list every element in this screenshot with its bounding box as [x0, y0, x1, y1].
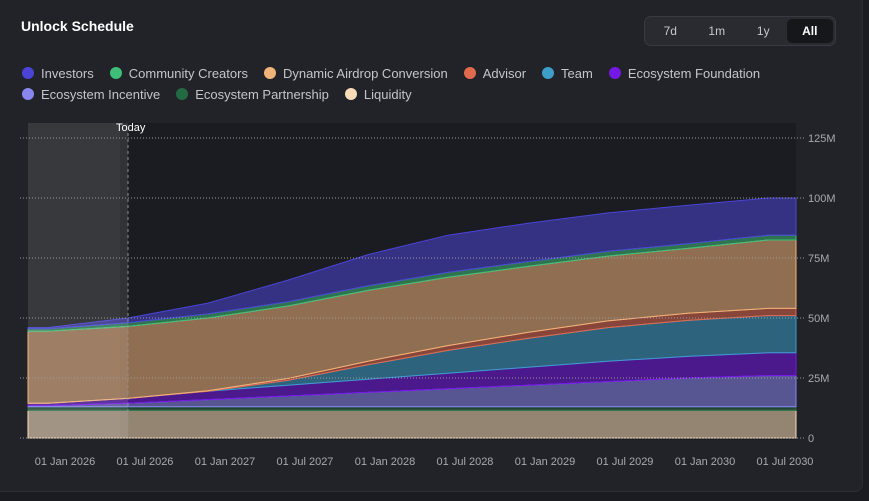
legend-item-ecosystem-incentive[interactable]: Ecosystem Incentive — [22, 87, 160, 102]
legend-label-investors: Investors — [41, 65, 94, 81]
x-axis-tick-labels: 01 Jan 2026 01 Jul 2026 01 Jan 2027 01 Jul … — [35, 456, 814, 468]
area-investors[interactable] — [27, 197, 797, 330]
legend-label-team: Team — [561, 65, 593, 81]
unlock-area-chart[interactable]: 0 25M 50M 75M 100M 125M 01 Jan 2026 01 Jul 202… — [0, 115, 862, 485]
dynamic-airdrop-color-dot-icon — [263, 67, 276, 79]
y-tick-label: 100M — [808, 193, 836, 205]
community-creators-color-dot-icon — [109, 67, 122, 79]
x-tick-label: 01 Jan 2026 — [35, 456, 96, 468]
legend-label-ecosystem-partnership: Ecosystem Partnership — [195, 86, 329, 102]
legend-label-community-creators: Community Creators — [128, 65, 248, 81]
x-tick-label: 01 Jan 2027 — [195, 456, 256, 468]
legend-label-advisor: Advisor — [482, 65, 527, 81]
x-tick-label: 01 Jul 2026 — [117, 456, 174, 468]
liquidity-color-dot-icon — [344, 88, 357, 100]
legend-item-liquidity[interactable]: Liquidity — [344, 86, 412, 102]
legend-item-team[interactable]: Team — [542, 66, 593, 81]
area-liquidity[interactable] — [27, 409, 797, 439]
chart-legend: Investors Community Creators Dynamic Air… — [22, 63, 842, 105]
legend-label-ecosystem-foundation: Ecosystem Foundation — [627, 65, 761, 81]
legend-item-investors[interactable]: Investors — [22, 66, 94, 81]
legend-row-2: Ecosystem Incentive Ecosystem Partnershi… — [22, 84, 842, 104]
y-tick-label: 50M — [808, 313, 829, 325]
today-marker-label: Today — [116, 122, 146, 134]
past-region-highlight — [28, 123, 128, 438]
y-tick-label: 125M — [808, 133, 836, 145]
range-1y-button[interactable]: 1y — [756, 24, 770, 38]
chart-title: Unlock Schedule — [21, 18, 134, 34]
unlock-schedule-card: Unlock Schedule 7d 1m 1y All Investors C… — [0, 0, 863, 492]
legend-label-liquidity: Liquidity — [363, 86, 412, 102]
range-1m-button[interactable]: 1m — [708, 24, 726, 38]
chart-areas — [27, 123, 797, 439]
legend-item-ecosystem-partnership[interactable]: Ecosystem Partnership — [176, 87, 329, 102]
x-tick-label: 01 Jul 2028 — [437, 456, 494, 468]
legend-label-dynamic-airdrop: Dynamic Airdrop Conversion — [282, 65, 448, 81]
range-7d-button[interactable]: 7d — [663, 24, 677, 38]
y-tick-label: 25M — [808, 373, 829, 385]
y-tick-label: 0 — [808, 433, 814, 445]
y-tick-label: 75M — [808, 253, 829, 265]
range-all-button[interactable]: All — [786, 19, 833, 43]
legend-item-community-creators[interactable]: Community Creators — [109, 65, 248, 81]
chart-gridlines — [20, 137, 806, 439]
legend-item-ecosystem-foundation[interactable]: Ecosystem Foundation — [608, 65, 761, 81]
x-tick-label: 01 Jul 2027 — [277, 456, 334, 468]
ecosystem-incentive-color-dot-icon — [22, 88, 34, 100]
ecosystem-partnership-color-dot-icon — [176, 88, 189, 100]
x-tick-label: 01 Jan 2030 — [675, 456, 736, 468]
x-tick-label: 01 Jul 2030 — [757, 456, 814, 468]
legend-label-ecosystem-incentive: Ecosystem Incentive — [41, 86, 161, 102]
investors-color-dot-icon — [22, 67, 34, 79]
legend-item-advisor[interactable]: Advisor — [463, 65, 527, 81]
x-tick-label: 01 Jan 2029 — [515, 456, 576, 468]
x-tick-label: 01 Jul 2029 — [597, 456, 654, 468]
team-color-dot-icon — [542, 67, 555, 79]
x-tick-label: 01 Jan 2028 — [355, 456, 416, 468]
ecosystem-foundation-color-dot-icon — [608, 67, 621, 79]
legend-item-dynamic-airdrop[interactable]: Dynamic Airdrop Conversion — [263, 65, 448, 81]
legend-row-1: Investors Community Creators Dynamic Air… — [22, 63, 842, 83]
y-axis-tick-labels: 0 25M 50M 75M 100M 125M — [808, 133, 836, 445]
advisor-color-dot-icon — [463, 67, 476, 79]
time-range-selector: 7d 1m 1y All — [644, 16, 836, 46]
area-ecosystem-partnership[interactable] — [27, 406, 797, 411]
